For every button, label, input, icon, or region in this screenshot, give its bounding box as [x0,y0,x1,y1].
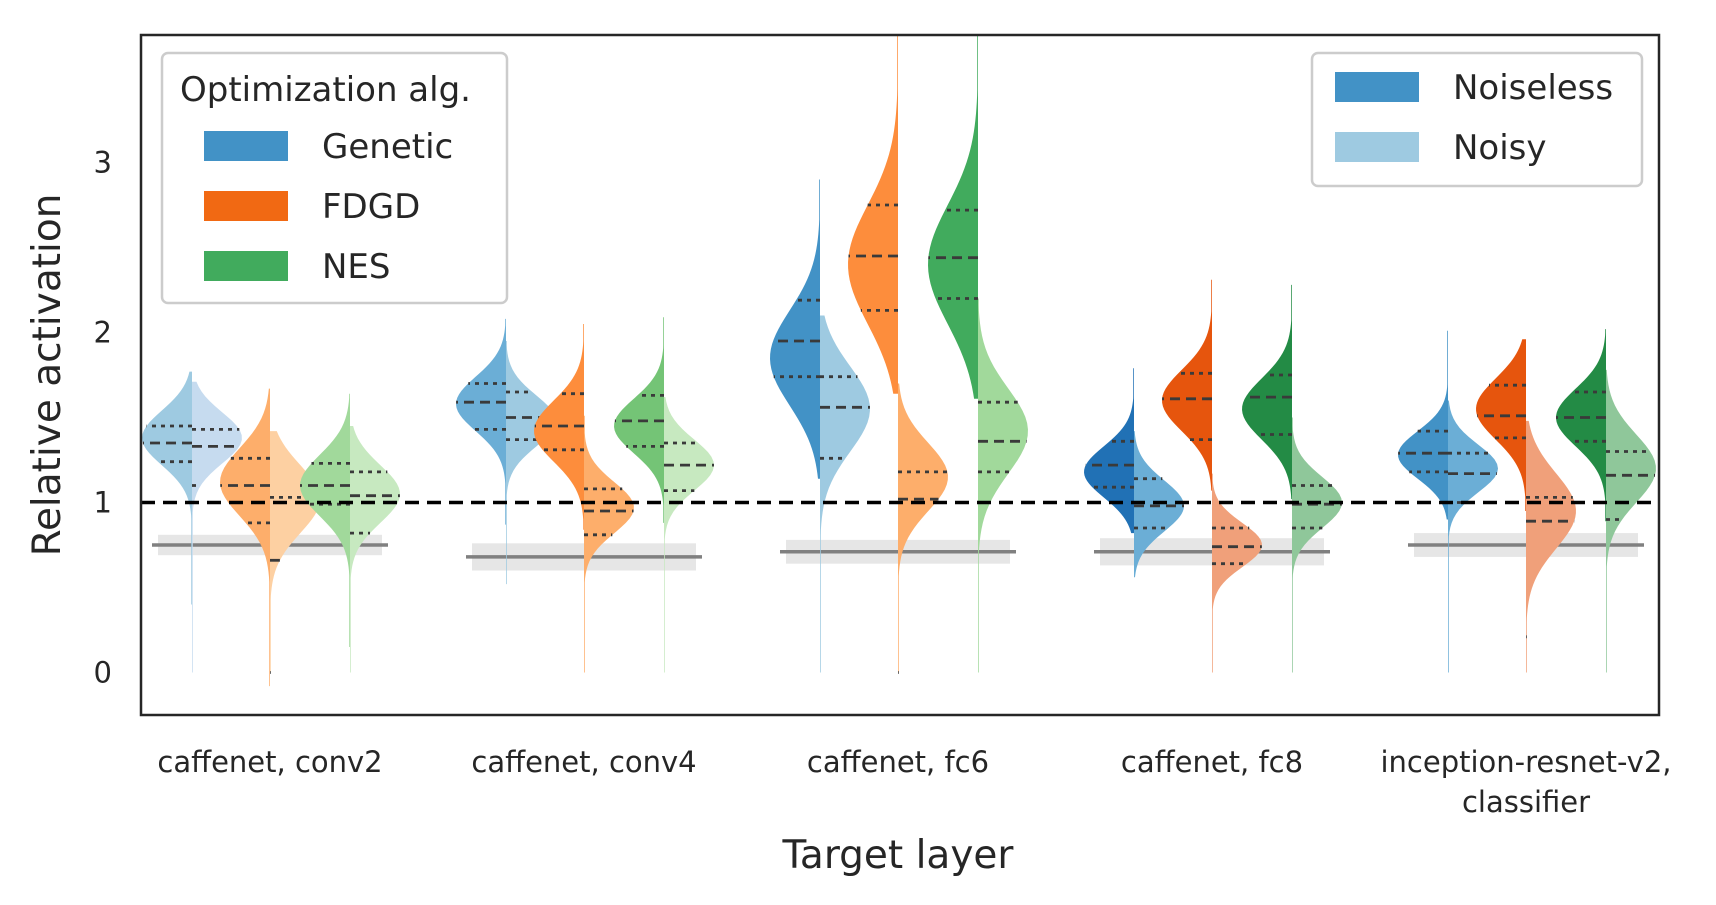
legend-label: NES [322,247,391,287]
legend-label: Genetic [322,127,453,167]
plot-frame [139,33,1661,717]
y-tick-label: 0 [94,656,112,690]
legend-swatch [204,191,288,221]
legend-swatch [1335,132,1419,162]
violin-half [770,179,820,479]
legend-swatch [204,131,288,161]
violin-half [350,426,400,673]
y-tick-label: 1 [94,486,112,520]
legend-swatch [204,251,288,281]
violin-half [1292,417,1342,673]
legend-label: FDGD [322,187,420,227]
violin-half [1084,368,1134,534]
legend-box-optimization [160,51,509,305]
violin-half [1556,329,1606,522]
violin-half [142,371,192,605]
violin-half [898,383,948,673]
violin-half [1476,339,1526,511]
legend-swatch [1335,72,1419,102]
y-tick-label: 3 [94,146,112,180]
violin-half [848,35,898,394]
violin-half [820,315,870,673]
violin-half [1398,330,1448,520]
violin-half [1242,284,1292,500]
violin-half [664,397,714,673]
x-category-label: caffenet, fc8 [1121,745,1303,779]
violin-half [1162,279,1212,491]
violin-half [220,388,270,687]
violin-half [456,318,506,525]
x-category-label: caffenet, conv4 [471,745,696,779]
violin-half [1526,420,1576,673]
y-axis-title: Relative activation [25,194,70,557]
violin-half [584,415,634,673]
legend-label: Noiseless [1453,68,1613,108]
violin-half [192,381,242,673]
x-category-label: caffenet, fc6 [807,745,989,779]
x-category-label: inception-resnet-v2, [1381,745,1672,779]
legend-title: Optimization alg. [180,70,471,110]
y-tick-label: 2 [94,316,112,350]
violin-half [1448,400,1498,673]
legend-label: Noisy [1453,128,1547,168]
x-category-label: classifier [1462,785,1590,819]
violin-half [300,393,350,647]
violin-half [1606,369,1656,673]
violin-half [978,298,1028,673]
x-category-label: caffenet, conv2 [157,745,382,779]
violin-half [928,35,978,399]
violin-half [506,341,556,585]
x-axis-title: Target layer [782,833,1015,878]
violin-half [1212,473,1262,673]
